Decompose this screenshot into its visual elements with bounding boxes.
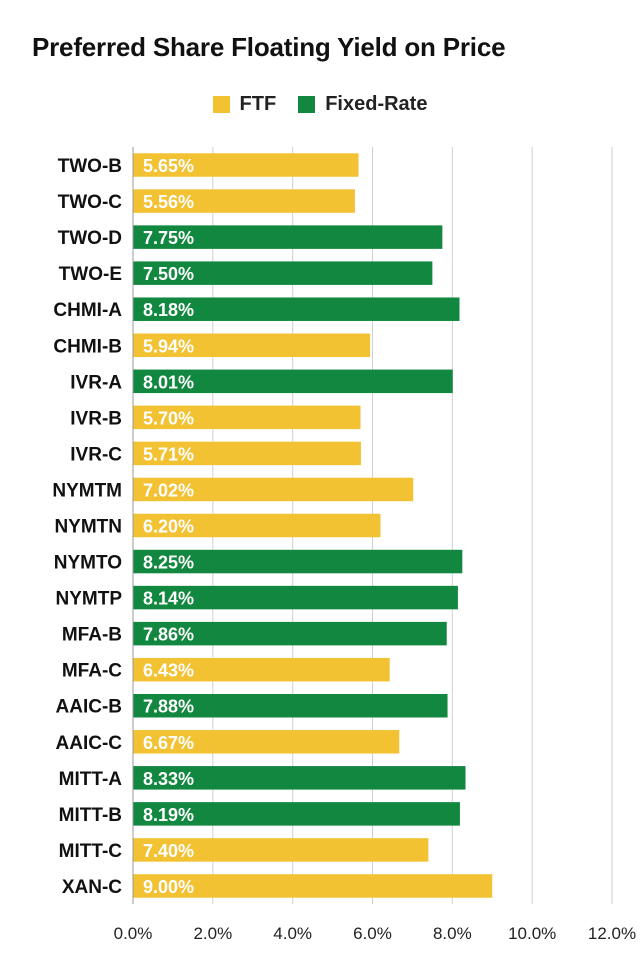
bar bbox=[133, 189, 355, 213]
category-label: MFA-C bbox=[62, 661, 122, 682]
x-tick-label: 10.0% bbox=[508, 924, 556, 943]
data-label: 7.75% bbox=[143, 228, 194, 248]
bar bbox=[133, 766, 466, 790]
category-label: IVR-A bbox=[70, 372, 122, 393]
bar bbox=[133, 405, 361, 430]
data-label: 7.88% bbox=[143, 697, 194, 717]
category-label: MITT-B bbox=[59, 805, 122, 826]
data-label: 8.33% bbox=[143, 769, 194, 789]
data-label: 6.67% bbox=[143, 733, 194, 753]
bar bbox=[133, 513, 381, 538]
category-label: NYMTN bbox=[54, 517, 122, 538]
legend-swatch-fixed-rate bbox=[298, 95, 316, 113]
bar bbox=[133, 333, 371, 358]
category-label: MITT-C bbox=[59, 841, 123, 862]
category-label: NYMTO bbox=[54, 553, 122, 574]
data-label: 9.00% bbox=[143, 877, 194, 897]
data-label: 5.71% bbox=[143, 444, 194, 464]
x-tick-label: 6.0% bbox=[353, 924, 392, 943]
category-label: MFA-B bbox=[62, 625, 122, 646]
data-label: 8.19% bbox=[143, 805, 194, 825]
legend: FTF Fixed-Rate bbox=[0, 90, 640, 118]
data-label: 7.86% bbox=[143, 625, 194, 645]
legend-item-fixed-rate: Fixed-Rate bbox=[298, 93, 427, 116]
bar bbox=[133, 657, 390, 682]
data-label: 8.01% bbox=[143, 372, 194, 392]
data-label: 8.18% bbox=[143, 300, 194, 320]
category-label: AAIC-B bbox=[56, 697, 123, 718]
data-label: 5.65% bbox=[143, 156, 194, 176]
bar bbox=[133, 585, 458, 610]
category-label: AAIC-C bbox=[56, 733, 123, 754]
category-label: IVR-C bbox=[70, 444, 122, 465]
chart-title: Preferred Share Floating Yield on Price bbox=[32, 32, 506, 62]
x-tick-label: 2.0% bbox=[193, 924, 232, 943]
data-label: 7.50% bbox=[143, 264, 194, 284]
category-label: TWO-B bbox=[58, 156, 122, 177]
x-tick-label: 0.0% bbox=[114, 924, 153, 943]
data-label: 7.40% bbox=[143, 841, 194, 861]
bar bbox=[133, 874, 493, 898]
bar bbox=[133, 838, 429, 862]
category-label: TWO-C bbox=[58, 192, 123, 213]
bar bbox=[133, 693, 448, 718]
data-label: 8.14% bbox=[143, 589, 194, 609]
x-tick-label: 8.0% bbox=[433, 924, 472, 943]
bar bbox=[133, 549, 463, 574]
data-label: 6.20% bbox=[143, 517, 194, 537]
bar bbox=[133, 261, 433, 285]
data-label: 8.25% bbox=[143, 553, 194, 573]
data-label: 5.94% bbox=[143, 336, 194, 356]
bar bbox=[133, 477, 414, 502]
category-label: IVR-B bbox=[70, 408, 122, 429]
category-label: CHMI-B bbox=[53, 336, 122, 357]
bar bbox=[133, 153, 359, 177]
category-label: MITT-A bbox=[59, 769, 123, 790]
x-tick-label: 12.0% bbox=[588, 924, 636, 943]
category-label: TWO-E bbox=[59, 264, 122, 285]
bar bbox=[133, 441, 361, 466]
category-label: CHMI-A bbox=[53, 300, 122, 321]
category-label: NYMTM bbox=[52, 480, 122, 501]
bar bbox=[133, 621, 447, 646]
bar bbox=[133, 369, 453, 394]
bar bbox=[133, 297, 460, 321]
data-label: 5.56% bbox=[143, 192, 194, 212]
legend-label-fixed-rate: Fixed-Rate bbox=[325, 92, 428, 115]
data-label: 7.02% bbox=[143, 480, 194, 500]
bar bbox=[133, 730, 400, 754]
data-label: 5.70% bbox=[143, 408, 194, 428]
category-label: TWO-D bbox=[58, 228, 122, 249]
data-label: 6.43% bbox=[143, 661, 194, 681]
legend-swatch-ftf bbox=[212, 95, 230, 113]
bar bbox=[133, 802, 460, 826]
category-label: NYMTP bbox=[56, 589, 123, 610]
category-label: XAN-C bbox=[62, 877, 122, 898]
x-tick-label: 4.0% bbox=[273, 924, 312, 943]
bar bbox=[133, 225, 443, 249]
legend-label-ftf: FTF bbox=[239, 92, 277, 115]
legend-item-ftf: FTF bbox=[212, 92, 277, 116]
